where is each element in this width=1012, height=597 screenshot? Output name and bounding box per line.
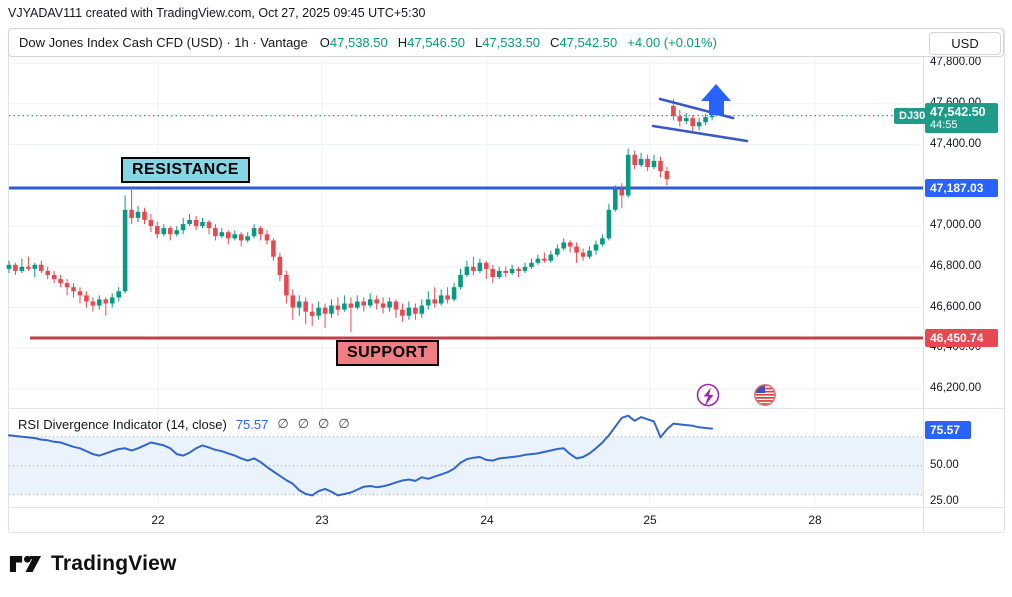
price-axis[interactable]: 47,800.0047,600.0047,400.0047,000.0046,8…	[930, 0, 1010, 530]
time-axis-label: 24	[480, 513, 494, 527]
pane-separator[interactable]	[8, 408, 1004, 409]
change-value: +4.00 (+0.01%)	[627, 35, 717, 50]
bar-countdown: 44:55	[930, 119, 958, 131]
rsi-legend: RSI Divergence Indicator (14, close) 75.…	[18, 416, 350, 432]
rsi-value-badge: 75.57	[925, 421, 971, 439]
rsi-value: 75.57	[235, 416, 269, 432]
resistance-label[interactable]: RESISTANCE	[121, 157, 250, 183]
rsi-flag-icon: ∅	[318, 416, 330, 431]
ohlc-high: H47,546.50	[398, 35, 469, 50]
last-price-badge: 47,542.50 44:55	[925, 103, 998, 133]
rsi-flag-icon: ∅	[297, 416, 310, 431]
support-label[interactable]: SUPPORT	[336, 340, 439, 366]
ohlc-close-value: 47,542.50	[559, 35, 618, 50]
price-axis-label: 47,000.00	[930, 219, 982, 231]
ohlc-open-value: 47,538.50	[329, 35, 388, 50]
resistance-price-badge: 47,187.03	[925, 179, 998, 197]
price-axis-separator	[923, 57, 924, 531]
time-axis[interactable]: 22 23 24 25 28	[0, 0, 923, 597]
us-flag-icon	[754, 384, 776, 406]
time-axis-label: 22	[151, 513, 165, 527]
tradingview-watermark[interactable]: TradingView	[8, 550, 177, 577]
time-axis-label: 28	[808, 513, 822, 527]
ohlc-open: O47,538.50	[320, 35, 392, 50]
rsi-axis-label: 50.00	[930, 459, 959, 471]
symbol-title[interactable]: Dow Jones Index Cash CFD (USD) · 1h · Va…	[19, 35, 308, 50]
price-axis-label: 46,200.00	[930, 382, 982, 394]
lightning-icon	[696, 383, 720, 407]
tradingview-logo-icon	[9, 555, 42, 572]
price-axis-label: 47,800.00	[930, 56, 982, 68]
ohlc-low: L47,533.50	[475, 35, 544, 50]
tradingview-logo-text: TradingView	[51, 551, 177, 575]
legend-bar: Dow Jones Index Cash CFD (USD) · 1h · Va…	[8, 28, 1004, 57]
time-axis-label: 23	[315, 513, 329, 527]
ohlc-open-label: O	[319, 35, 330, 50]
ohlc-high-value: 47,546.50	[407, 35, 465, 50]
ohlc-low-value: 47,533.50	[482, 35, 541, 50]
currency-button[interactable]: USD	[929, 32, 1001, 55]
rsi-flag-icon: ∅	[277, 416, 289, 431]
dj30-badge: DJ30	[894, 108, 931, 124]
ohlc-high-label: H	[397, 35, 408, 50]
price-axis-label: 46,800.00	[930, 260, 982, 272]
ohlc-close: C47,542.50	[550, 35, 621, 50]
rsi-title[interactable]: RSI Divergence Indicator (14, close)	[18, 416, 227, 432]
support-price-badge: 46,450.74	[925, 329, 998, 347]
rsi-axis-label: 25.00	[930, 495, 959, 507]
last-price-value: 47,542.50	[930, 105, 986, 119]
price-axis-label: 47,400.00	[930, 138, 982, 150]
ohlc-close-label: C	[550, 35, 560, 50]
time-axis-separator	[8, 507, 1004, 508]
attribution-text: VJYADAV111 created with TradingView.com,…	[8, 6, 426, 20]
rsi-flag-icon: ∅	[338, 416, 350, 431]
ohlc-low-label: L	[474, 35, 483, 50]
time-axis-label: 25	[643, 513, 657, 527]
price-axis-label: 46,600.00	[930, 301, 982, 313]
